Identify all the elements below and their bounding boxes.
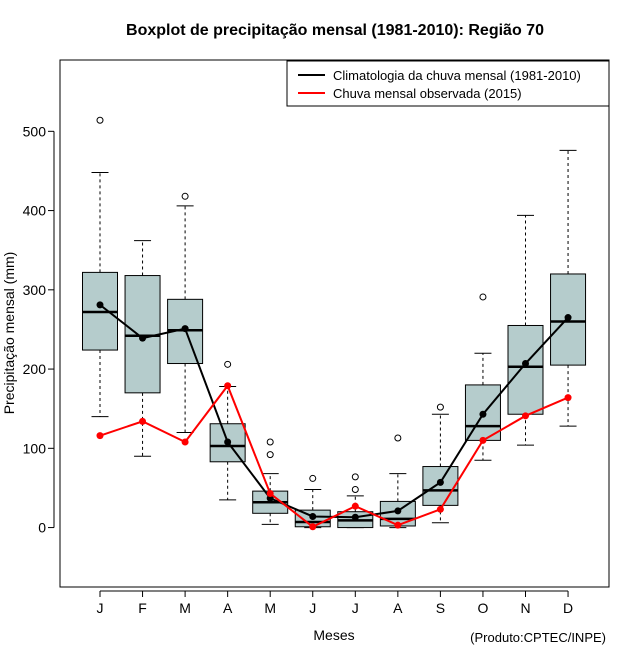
legend-box (286, 60, 610, 107)
series-point (394, 521, 402, 529)
box-A (209, 360, 246, 501)
x-tick-label: O (478, 600, 489, 616)
series-point (564, 394, 572, 402)
box-M (167, 192, 204, 433)
box-body (507, 324, 544, 415)
series-point (564, 314, 572, 322)
outlier-point (181, 192, 189, 200)
outlier-point (266, 438, 274, 446)
series-point (522, 360, 529, 368)
legend-label-climatologia: Climatologia da chuva mensal (1981-2010) (333, 68, 581, 83)
y-tick-label: 500 (23, 123, 47, 139)
box-body (124, 275, 161, 394)
series-point (436, 505, 444, 513)
x-tick-label: A (393, 600, 403, 616)
box-J (82, 116, 118, 418)
outlier-point (224, 360, 232, 368)
outlier-point (96, 116, 104, 124)
y-tick-label: 400 (23, 203, 47, 219)
x-tick-label: J (352, 600, 359, 616)
y-tick-label: 100 (23, 440, 47, 456)
x-tick-label: A (223, 600, 233, 616)
series-point (266, 489, 274, 497)
series-point (96, 432, 104, 440)
x-tick-label: D (563, 600, 573, 616)
x-tick-label: J (97, 600, 104, 616)
plot-frame (59, 59, 610, 588)
box-S (422, 403, 459, 524)
series-observada (96, 382, 572, 531)
series-point (96, 301, 104, 309)
legend-label-observada: Chuva mensal observada (2015) (333, 86, 522, 101)
series-line (99, 383, 569, 528)
x-tick-label: J (309, 600, 316, 616)
series-point (309, 512, 317, 520)
x-axis-label: Meses (313, 627, 354, 643)
x-tick-label: N (520, 600, 530, 616)
outlier-point (394, 434, 402, 442)
series-lines (96, 301, 572, 531)
x-tick-label: M (264, 600, 276, 616)
y-tick-label: 200 (23, 361, 47, 377)
series-point (479, 410, 487, 418)
x-tick-label: M (179, 600, 191, 616)
outlier-point (266, 451, 274, 459)
series-point (224, 438, 232, 446)
boxes (82, 116, 587, 529)
credit-label: (Produto:CPTEC/INPE) (470, 630, 606, 645)
series-point (224, 382, 232, 390)
y-tick-label: 300 (23, 282, 47, 298)
box-D (550, 149, 587, 427)
series-point (436, 478, 444, 486)
box-body (422, 466, 459, 506)
series-point (351, 502, 359, 510)
y-axis: 0 100 200 300 400 500 (23, 123, 55, 536)
series-point (522, 412, 529, 420)
outlier-point (309, 474, 317, 482)
outlier-point (436, 403, 444, 411)
x-tick-label: S (436, 600, 445, 616)
series-point (309, 523, 317, 531)
series-point (139, 417, 147, 425)
series-point (181, 325, 189, 333)
series-point (181, 438, 189, 446)
outlier-point (479, 293, 487, 301)
outlier-point (351, 486, 359, 494)
series-point (394, 507, 402, 515)
y-axis-label: Precipitação mensal (mm) (1, 252, 17, 415)
outlier-point (351, 473, 359, 481)
x-tick-label: F (138, 600, 147, 616)
series-point (351, 513, 359, 521)
series-point (479, 436, 487, 444)
series-point (139, 334, 147, 342)
y-tick-label: 0 (38, 520, 46, 536)
chart-title: Boxplot de precipitação mensal (1981-201… (126, 22, 544, 39)
legend: Climatologia da chuva mensal (1981-2010)… (286, 60, 610, 107)
